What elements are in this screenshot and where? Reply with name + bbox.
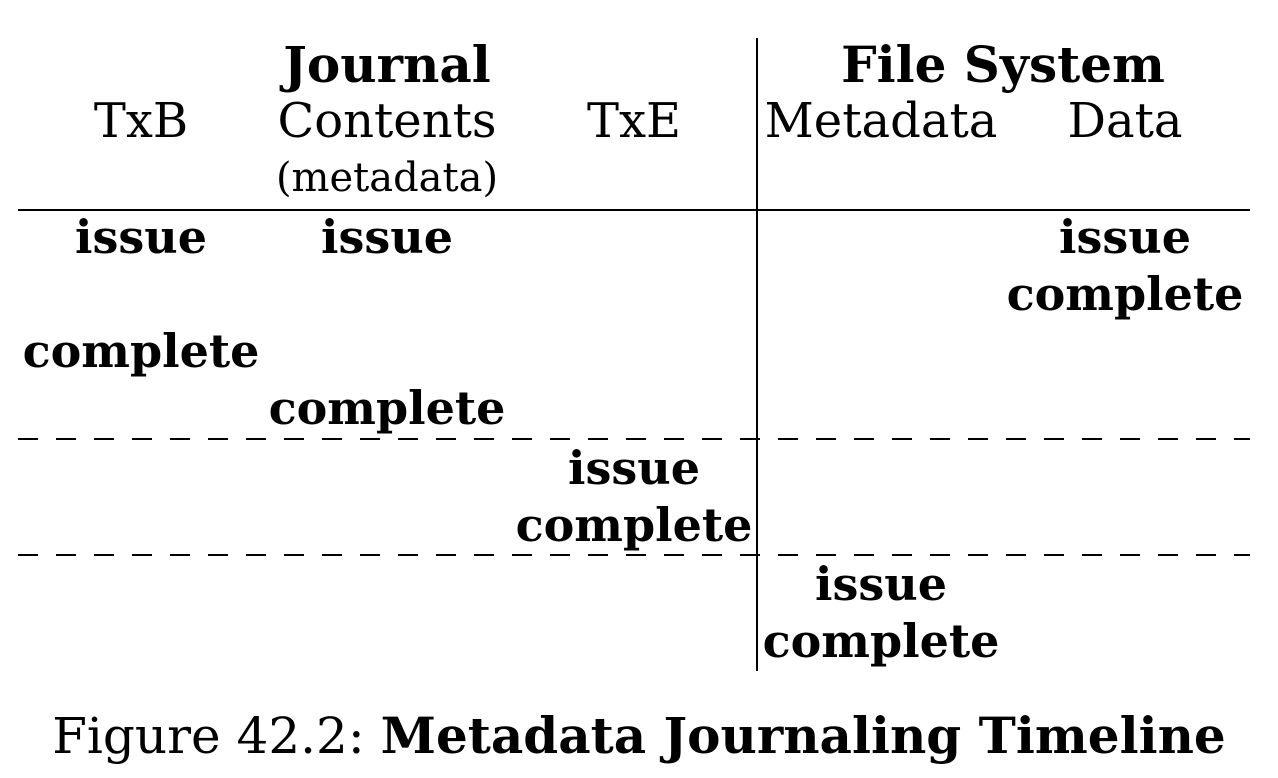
figure-caption: Figure 42.2: Metadata Journaling Timelin… xyxy=(0,706,1278,765)
header-rule xyxy=(18,209,1250,211)
txe-issue: issue xyxy=(568,441,700,495)
caption-title: Metadata Journaling Timeline xyxy=(380,706,1226,765)
file-system-group-title: File System xyxy=(841,35,1165,94)
column-header-contents: Contents xyxy=(277,93,497,149)
txb-issue: issue xyxy=(75,210,207,264)
data-issue: issue xyxy=(1059,210,1191,264)
contents-issue: issue xyxy=(321,210,453,264)
column-header-txb: TxB xyxy=(93,93,189,149)
journal-group-title: Journal xyxy=(283,35,491,94)
txe-complete: complete xyxy=(515,498,753,552)
phase-separator-2 xyxy=(18,554,1250,556)
column-subheader-metadata: (metadata) xyxy=(275,155,499,201)
txb-complete: complete xyxy=(22,324,260,378)
data-complete: complete xyxy=(1006,267,1244,321)
metadata-issue: issue xyxy=(815,557,947,611)
caption-prefix: Figure 42.2: xyxy=(52,707,381,765)
column-header-data: Data xyxy=(1067,93,1183,149)
metadata-complete: complete xyxy=(762,614,1000,668)
vertical-divider xyxy=(756,38,758,671)
phase-separator-1 xyxy=(18,438,1250,440)
column-header-metadata: Metadata xyxy=(764,93,998,149)
contents-complete: complete xyxy=(268,381,506,435)
column-header-txe: TxE xyxy=(586,93,682,149)
